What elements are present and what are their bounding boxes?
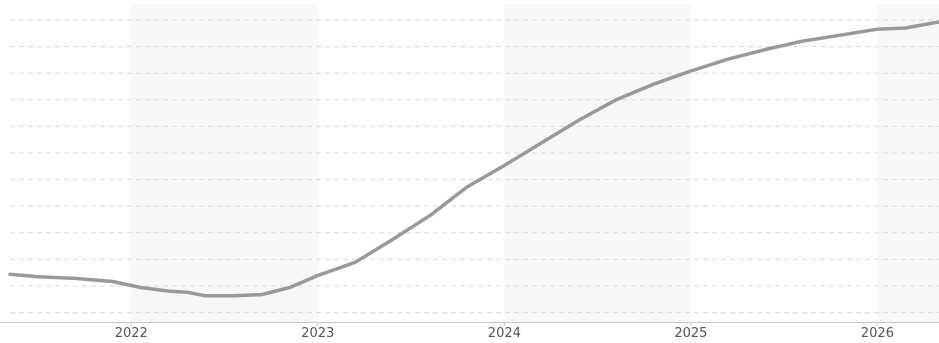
series-line bbox=[8, 20, 939, 298]
year-band-0 bbox=[131, 4, 318, 322]
x-tick-label-2023: 2023 bbox=[301, 326, 334, 341]
x-tick-label-2026: 2026 bbox=[861, 326, 894, 341]
year-band-2 bbox=[877, 4, 939, 322]
x-tick-label-2022: 2022 bbox=[115, 326, 148, 341]
year-band-1 bbox=[504, 4, 691, 322]
x-tick-label-2025: 2025 bbox=[674, 326, 707, 341]
x-axis-tick-labels: 2022 2023 2024 2025 2026 bbox=[115, 322, 894, 341]
x-tick-label-2024: 2024 bbox=[488, 326, 521, 341]
year-shading-bands bbox=[131, 4, 939, 322]
